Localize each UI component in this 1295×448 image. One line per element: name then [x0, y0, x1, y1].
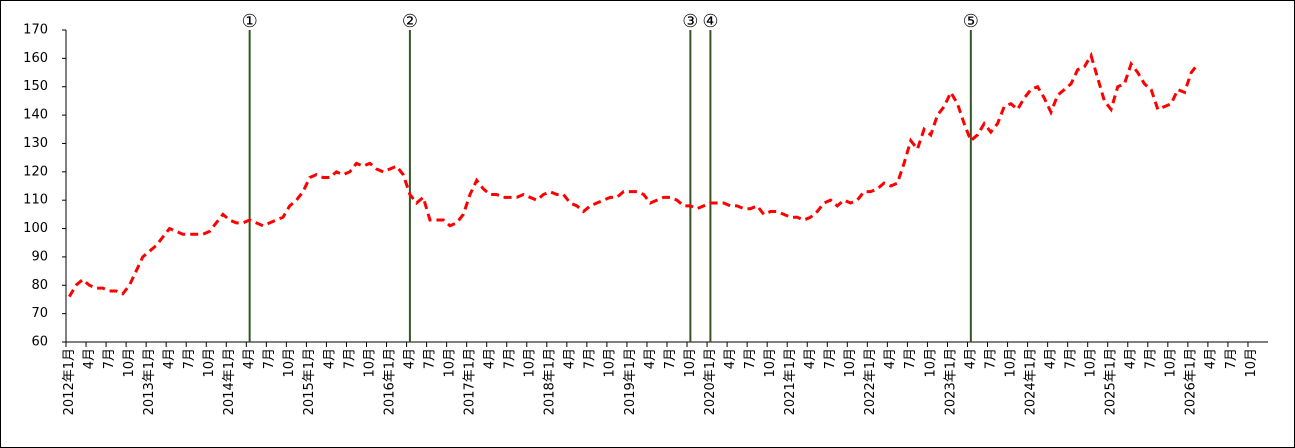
x-tick-label: 7月: [262, 348, 277, 369]
x-tick-label: 7月: [1224, 348, 1239, 369]
x-tick-label: 10月: [523, 348, 538, 378]
x-tick-label: 7月: [182, 348, 197, 369]
x-tick-label: 2026年1月: [1184, 348, 1199, 415]
x-tick-label: 4月: [82, 348, 97, 369]
x-tick-label: 4月: [242, 348, 257, 369]
x-tick-label: 2018年1月: [543, 348, 558, 415]
x-tick-label: 4月: [803, 348, 818, 369]
x-tick-label: 7月: [422, 348, 437, 369]
x-tick-label: 10月: [763, 348, 778, 378]
x-tick-label: 4月: [1204, 348, 1219, 369]
x-tick-label: 7月: [743, 348, 758, 369]
x-tick-label: 2015年1月: [302, 348, 317, 415]
x-tick-label: 2023年1月: [943, 348, 958, 415]
event-label: ①: [242, 11, 258, 32]
event-label: ②: [402, 11, 418, 32]
x-tick-label: 4月: [322, 348, 337, 369]
x-tick-label: 10月: [683, 348, 698, 378]
x-tick-label: 10月: [1164, 348, 1179, 378]
x-tick-label: 4月: [402, 348, 417, 369]
x-tick-label: 10月: [122, 348, 137, 378]
x-tick-label: 4月: [563, 348, 578, 369]
x-tick-label: 7月: [1064, 348, 1079, 369]
x-tick-label: 10月: [442, 348, 457, 378]
y-tick-label: 110: [23, 193, 48, 208]
x-tick-label: 7月: [342, 348, 357, 369]
x-tick-label: 4月: [1124, 348, 1139, 369]
x-tick-label: 4月: [643, 348, 658, 369]
x-tick-label: 4月: [483, 348, 498, 369]
x-tick-label: 4月: [963, 348, 978, 369]
x-tick-label: 7月: [503, 348, 518, 369]
x-tick-label: 4月: [162, 348, 177, 369]
x-tick-label: 2012年1月: [62, 348, 77, 415]
y-tick-label: 60: [31, 335, 48, 350]
x-tick-label: 2013年1月: [142, 348, 157, 415]
x-tick-label: 2019年1月: [623, 348, 638, 415]
data-line: [68, 51, 1200, 298]
x-tick-label: 2025年1月: [1104, 348, 1119, 415]
y-tick-label: 70: [31, 306, 48, 321]
x-tick-label: 2017年1月: [463, 348, 478, 415]
x-tick-label: 2014年1月: [222, 348, 237, 415]
x-tick-label: 2016年1月: [382, 348, 397, 415]
y-tick-label: 100: [23, 221, 48, 236]
x-tick-label: 7月: [983, 348, 998, 369]
x-tick-label: 10月: [843, 348, 858, 378]
y-tick-label: 150: [23, 79, 48, 94]
x-tick-label: 7月: [1144, 348, 1159, 369]
x-tick-label: 7月: [583, 348, 598, 369]
x-tick-label: 10月: [202, 348, 217, 378]
y-tick-label: 130: [23, 136, 48, 151]
x-tick-label: 2024年1月: [1023, 348, 1038, 415]
x-tick-label: 10月: [603, 348, 618, 378]
x-tick-label: 7月: [903, 348, 918, 369]
event-label: ③: [682, 11, 698, 32]
x-tick-label: 10月: [1003, 348, 1018, 378]
y-tick-label: 90: [31, 249, 48, 264]
x-tick-label: 4月: [883, 348, 898, 369]
x-tick-label: 10月: [362, 348, 377, 378]
y-tick-label: 170: [23, 23, 48, 38]
y-tick-label: 120: [23, 164, 48, 179]
x-tick-label: 7月: [102, 348, 117, 369]
x-tick-label: 10月: [923, 348, 938, 378]
x-tick-label: 10月: [1244, 348, 1259, 378]
x-tick-label: 10月: [282, 348, 297, 378]
x-tick-label: 2021年1月: [783, 348, 798, 415]
x-tick-label: 7月: [823, 348, 838, 369]
x-tick-label: 2020年1月: [703, 348, 718, 415]
x-tick-label: 10月: [1084, 348, 1099, 378]
event-label: ④: [702, 11, 718, 32]
x-tick-label: 2022年1月: [863, 348, 878, 415]
x-tick-label: 4月: [723, 348, 738, 369]
y-tick-label: 80: [31, 278, 48, 293]
event-label: ⑤: [963, 11, 979, 32]
y-tick-label: 140: [23, 108, 48, 123]
x-tick-label: 7月: [663, 348, 678, 369]
y-tick-label: 160: [23, 51, 48, 66]
x-tick-label: 4月: [1043, 348, 1058, 369]
